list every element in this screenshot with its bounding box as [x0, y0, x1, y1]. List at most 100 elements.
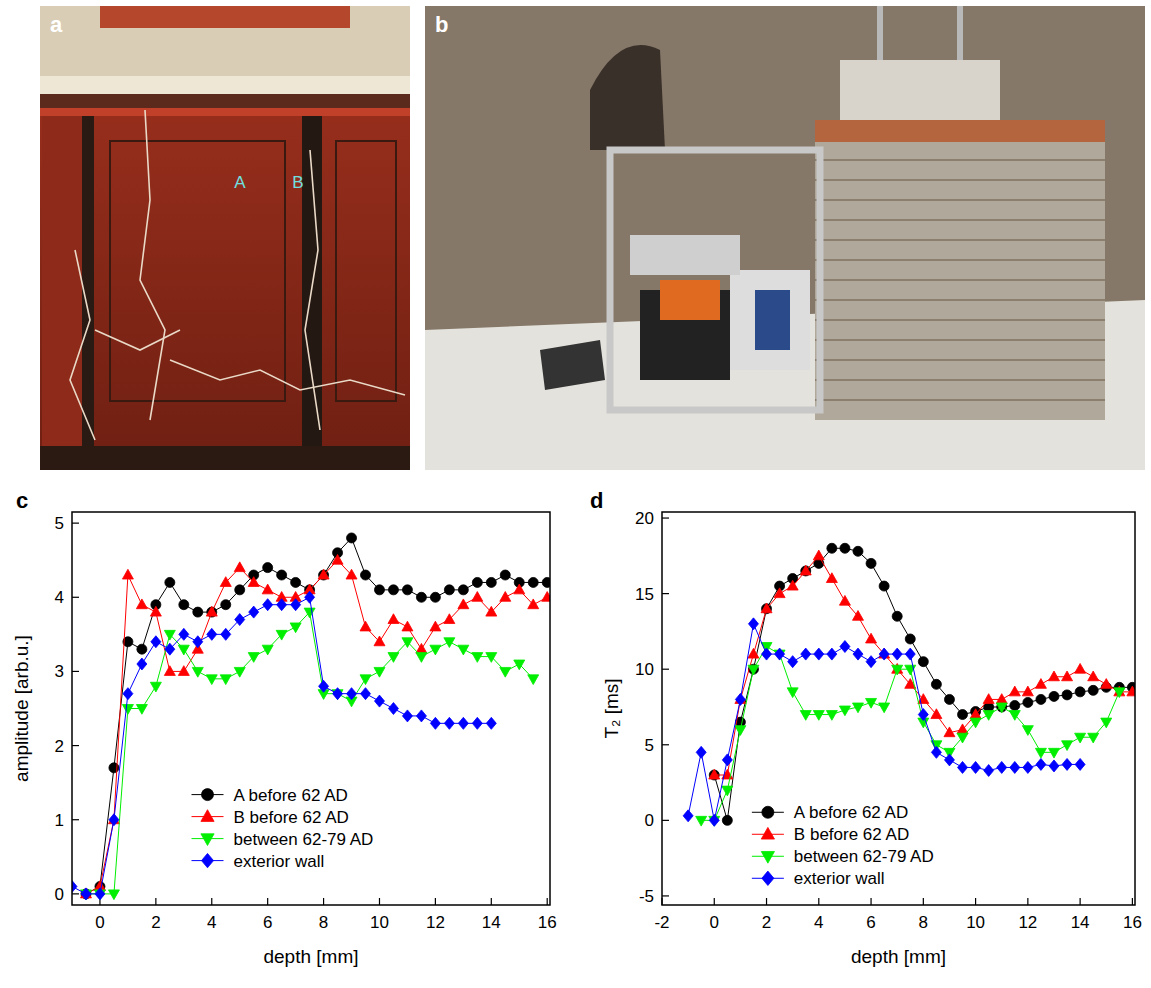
cap [840, 60, 1000, 120]
series-line [701, 647, 1119, 821]
x-tick [435, 898, 436, 905]
legend-marker [761, 827, 774, 839]
y-tick-label: 2 [55, 737, 64, 756]
data-point [840, 641, 850, 653]
x-tick [714, 898, 715, 905]
y-tick-label: 10 [635, 660, 654, 679]
frame [610, 150, 820, 410]
data-point [444, 638, 455, 648]
y-tick [662, 669, 669, 670]
data-point [1101, 718, 1112, 728]
brick-course [815, 339, 1105, 341]
data-point [290, 623, 301, 633]
data-point [374, 695, 384, 707]
y-tick [662, 744, 669, 745]
data-point [709, 769, 720, 779]
data-point [347, 533, 357, 543]
legend-marker [201, 834, 214, 846]
panel-frame [336, 141, 396, 401]
data-point [81, 888, 91, 900]
data-point [347, 688, 357, 700]
data-point [1048, 671, 1059, 681]
data-point [826, 711, 837, 721]
laptop [540, 340, 605, 390]
data-point [1022, 726, 1033, 736]
series-line [86, 560, 547, 894]
data-point [444, 717, 454, 729]
x-tick-label: 6 [866, 913, 875, 932]
legend-label: B before 62 AD [234, 808, 349, 827]
data-point [1035, 748, 1046, 758]
data-point [123, 688, 133, 700]
data-point [346, 569, 357, 579]
pole [877, 6, 883, 60]
data-point [416, 653, 427, 663]
y-tick [72, 597, 79, 598]
data-point [388, 653, 399, 663]
panel-letter: d [590, 488, 603, 513]
data-point [839, 595, 850, 605]
data-point [1088, 733, 1099, 743]
series-line [688, 624, 1080, 821]
x-tick-label: 10 [966, 913, 985, 932]
photo-label: B [292, 173, 303, 192]
data-point [276, 630, 287, 640]
data-point [136, 599, 147, 609]
data-point [192, 667, 203, 677]
data-point [866, 558, 876, 568]
data-point [402, 585, 412, 595]
data-point [472, 653, 483, 663]
x-tick [975, 898, 976, 905]
data-point [1049, 760, 1059, 772]
data-point [248, 653, 259, 663]
data-point [1009, 686, 1020, 696]
photo-a: AB [40, 6, 410, 470]
data-point [709, 814, 719, 826]
data-point [970, 709, 981, 719]
data-point [472, 592, 483, 602]
dark-band [82, 116, 94, 446]
brick-course [815, 279, 1105, 281]
data-point [1049, 691, 1059, 701]
y-tick [662, 593, 669, 594]
data-point [151, 636, 161, 648]
brick-course [815, 179, 1105, 181]
data-point [402, 621, 413, 631]
data-point [1035, 679, 1046, 689]
x-tick-label: 0 [710, 913, 719, 932]
data-point [95, 888, 105, 900]
ceiling [40, 6, 410, 76]
legend-label: B before 62 AD [794, 825, 909, 844]
x-tick [547, 898, 548, 905]
brick-top [815, 120, 1105, 142]
brick-course [815, 199, 1105, 201]
legend-label: between 62-79 AD [794, 847, 934, 866]
data-point [971, 761, 981, 773]
data-point [997, 702, 1007, 712]
data-point [291, 577, 301, 587]
series-line [86, 538, 547, 894]
data-point [81, 889, 91, 899]
data-point [983, 711, 994, 721]
plot-data [72, 533, 550, 900]
brick-course [815, 299, 1105, 301]
data-point [1023, 697, 1033, 707]
data-point [722, 815, 732, 825]
data-point [931, 679, 941, 689]
y-tick-label: -5 [639, 887, 654, 906]
data-point [879, 648, 889, 660]
data-point [853, 546, 863, 556]
data-point [814, 648, 824, 660]
x-tick [766, 898, 767, 905]
data-point [430, 592, 440, 602]
data-point [444, 585, 454, 595]
data-point [416, 710, 426, 722]
data-point [291, 599, 301, 611]
series-line [714, 548, 1132, 820]
data-point [944, 694, 954, 704]
data-point [122, 705, 133, 715]
data-point [997, 761, 1007, 773]
data-point [996, 703, 1007, 713]
data-point [1088, 671, 1099, 681]
chart-panel: d-20246810121416-505101520depth [mm]T₂ [… [590, 488, 1142, 967]
